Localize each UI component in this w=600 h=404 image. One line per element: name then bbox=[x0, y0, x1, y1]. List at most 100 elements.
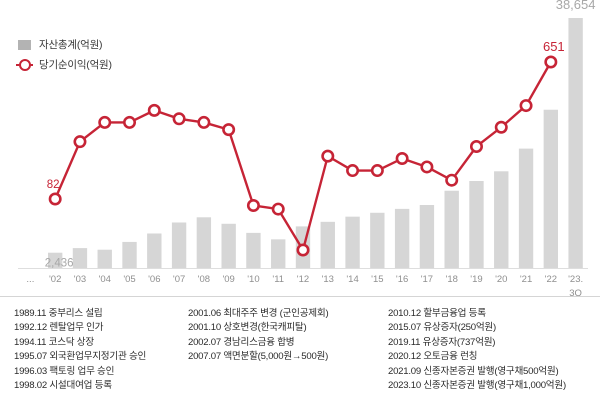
legend-item-assets: 자산총계(억원) bbox=[18, 36, 112, 53]
x-tick-label: '02 bbox=[49, 274, 61, 285]
x-tick-label: '22 bbox=[545, 274, 557, 285]
line-marker bbox=[246, 198, 260, 212]
net-income-markers bbox=[48, 55, 558, 257]
timeline-entry: 2001.10 상호변경(한국캐피탈) bbox=[188, 322, 307, 334]
timeline-entry: 2001.06 최대주주 변경 (군인공제회) bbox=[188, 308, 329, 319]
x-tick-label: '10 bbox=[247, 274, 259, 285]
line-marker bbox=[172, 112, 186, 126]
bar bbox=[196, 217, 212, 269]
x-axis-tick-labels: ... '02 '03 '04 '05 '06 '07 '08 '09 '10 '11 '12 '13 '… bbox=[26, 274, 583, 296]
x-tick-label: '19 bbox=[470, 274, 482, 285]
line-marker bbox=[321, 149, 335, 163]
bar bbox=[246, 232, 261, 269]
bar-series bbox=[47, 18, 583, 269]
line-marker bbox=[123, 115, 137, 129]
bar bbox=[419, 204, 435, 269]
timeline-entry: 2019.11 유상증자(737억원) bbox=[388, 336, 496, 348]
line-marker bbox=[346, 164, 360, 178]
line-marker bbox=[370, 164, 384, 178]
bar bbox=[444, 190, 459, 269]
x-tick-label: '16 bbox=[396, 274, 408, 285]
value-label: 651 bbox=[543, 39, 565, 54]
bar bbox=[494, 171, 509, 269]
line-marker bbox=[296, 243, 310, 257]
timeline-entry: 2002.07 경남리스금융 합병 bbox=[188, 336, 295, 348]
line-marker bbox=[73, 135, 87, 149]
line-marker bbox=[469, 139, 483, 153]
timeline-entry: 1994.11 코스닥 상장 bbox=[14, 336, 94, 348]
bar bbox=[271, 239, 286, 269]
value-label: 38,654 bbox=[556, 0, 596, 12]
timeline-entry: 2023.10 신종자본증권 발행(영구채1,000억원) bbox=[388, 380, 566, 392]
timeline-column-1: 1989.11 중부리스 설립 1992.12 렌탈업무 인가 1994.11 코스… bbox=[14, 307, 146, 393]
legend-label-netincome: 당기순이익(억원) bbox=[39, 59, 112, 71]
bar bbox=[147, 233, 162, 269]
timeline-entry: 1995.07 외국환업무지정기관 승인 bbox=[14, 351, 147, 363]
bar bbox=[370, 212, 385, 269]
x-tick-label: '04 bbox=[99, 274, 111, 285]
bar bbox=[345, 216, 360, 269]
red-circle-icon bbox=[16, 58, 33, 71]
x-tick-label: '23. bbox=[568, 274, 583, 285]
line-marker bbox=[494, 120, 508, 134]
x-tick-label: '11 bbox=[272, 274, 284, 285]
legend-item-netincome: 당기순이익(억원) bbox=[16, 56, 112, 73]
line-marker bbox=[48, 192, 62, 206]
x-tick-label: ... bbox=[26, 274, 34, 285]
bar bbox=[72, 248, 88, 269]
x-tick-label: '13 bbox=[322, 274, 334, 285]
timeline-entry: 2007.07 액면분할(5,000원→500원) bbox=[188, 351, 329, 363]
timeline-entry: 1989.11 중부리스 설립 bbox=[14, 308, 103, 319]
bar bbox=[122, 241, 137, 269]
timeline-entry: 1992.12 렌탈업무 인가 bbox=[14, 322, 104, 334]
x-tick-label: '15 bbox=[371, 274, 383, 285]
company-history-timeline: 1989.11 중부리스 설립 1992.12 렌탈업무 인가 1994.11 코스… bbox=[0, 296, 600, 404]
x-tick-label: '03 bbox=[74, 274, 86, 285]
x-tick-label: '06 bbox=[148, 274, 160, 285]
value-label: 82 bbox=[47, 179, 60, 191]
value-labels: 82 2,436 651 38,654 bbox=[45, 0, 596, 270]
line-marker bbox=[519, 99, 533, 113]
line-marker bbox=[98, 115, 112, 129]
line-marker bbox=[197, 115, 211, 129]
bar bbox=[543, 109, 559, 269]
bar bbox=[469, 181, 484, 269]
x-tick-label: '20 bbox=[495, 274, 507, 285]
bar bbox=[47, 252, 63, 269]
line-marker bbox=[420, 160, 434, 174]
x-tick-label: '08 bbox=[198, 274, 210, 285]
x-tick-label: '12 bbox=[297, 274, 309, 285]
timeline-entry: 2021.09 신종자본증권 발행(영구채500억원) bbox=[388, 365, 559, 377]
bar bbox=[320, 221, 335, 269]
timeline-column-3: 2010.12 할부금융업 등록 2015.07 유상증자(250억원) 2019.… bbox=[388, 307, 566, 393]
line-marker bbox=[147, 103, 161, 117]
bar bbox=[221, 223, 236, 269]
bar bbox=[394, 208, 410, 269]
chart-legend: 자산총계(억원) 당기순이익(억원) bbox=[16, 36, 112, 76]
x-tick-label: '09 bbox=[222, 274, 234, 285]
timeline-column-2: 2001.06 최대주주 변경 (군인공제회) 2001.10 상호변경(한국캐피… bbox=[188, 307, 329, 365]
x-tick-label: '05 bbox=[123, 274, 135, 285]
x-tick-label: '14 bbox=[346, 274, 358, 285]
line-marker bbox=[222, 123, 236, 137]
line-marker bbox=[395, 152, 409, 166]
timeline-entry: 1998.02 시설대여업 등록 bbox=[14, 380, 112, 392]
x-tick-label: 3Q bbox=[569, 288, 582, 296]
value-label: 2,436 bbox=[45, 258, 74, 270]
x-tick-label: '18 bbox=[446, 274, 458, 285]
line-marker bbox=[271, 202, 285, 216]
bar bbox=[97, 249, 112, 269]
timeline-entry: 1996.03 팩토링 업무 승인 bbox=[14, 365, 115, 377]
asset-netincome-chart: ... '02 '03 '04 '05 '06 '07 '08 '09 '10 '11 '12 '13 '… bbox=[18, 0, 596, 296]
x-tick-label: '17 bbox=[421, 274, 433, 285]
line-marker bbox=[445, 173, 459, 187]
legend-label-assets: 자산총계(억원) bbox=[39, 39, 103, 51]
timeline-entry: 2015.07 유상증자(250억원) bbox=[388, 322, 496, 334]
x-tick-label: '21 bbox=[520, 274, 532, 285]
line-marker bbox=[544, 55, 558, 69]
timeline-entry: 2010.12 할부금융업 등록 bbox=[388, 308, 486, 319]
timeline-entry: 2020.12 오토금융 런칭 bbox=[388, 351, 478, 363]
bar bbox=[518, 148, 534, 269]
x-tick-label: '07 bbox=[173, 274, 185, 285]
